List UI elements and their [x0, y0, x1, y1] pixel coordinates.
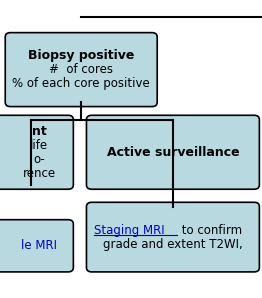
- FancyBboxPatch shape: [86, 115, 259, 189]
- Text: #  of cores: # of cores: [49, 63, 113, 76]
- Text: Biopsy positive: Biopsy positive: [28, 49, 134, 62]
- FancyBboxPatch shape: [5, 32, 157, 107]
- FancyBboxPatch shape: [86, 202, 259, 272]
- Text: Staging MRI: Staging MRI: [94, 224, 165, 237]
- Text: to confirm: to confirm: [178, 224, 242, 237]
- Text: life: life: [30, 139, 48, 152]
- Text: le MRI: le MRI: [21, 239, 57, 252]
- Text: nt: nt: [32, 125, 47, 138]
- FancyBboxPatch shape: [0, 220, 73, 272]
- Text: grade and extent T2WI,: grade and extent T2WI,: [103, 238, 243, 251]
- Text: Active surveillance: Active surveillance: [107, 146, 239, 159]
- Text: rence: rence: [23, 167, 56, 180]
- Text: % of each core positive: % of each core positive: [12, 77, 150, 90]
- FancyBboxPatch shape: [0, 115, 73, 189]
- Text: o-: o-: [34, 153, 45, 166]
